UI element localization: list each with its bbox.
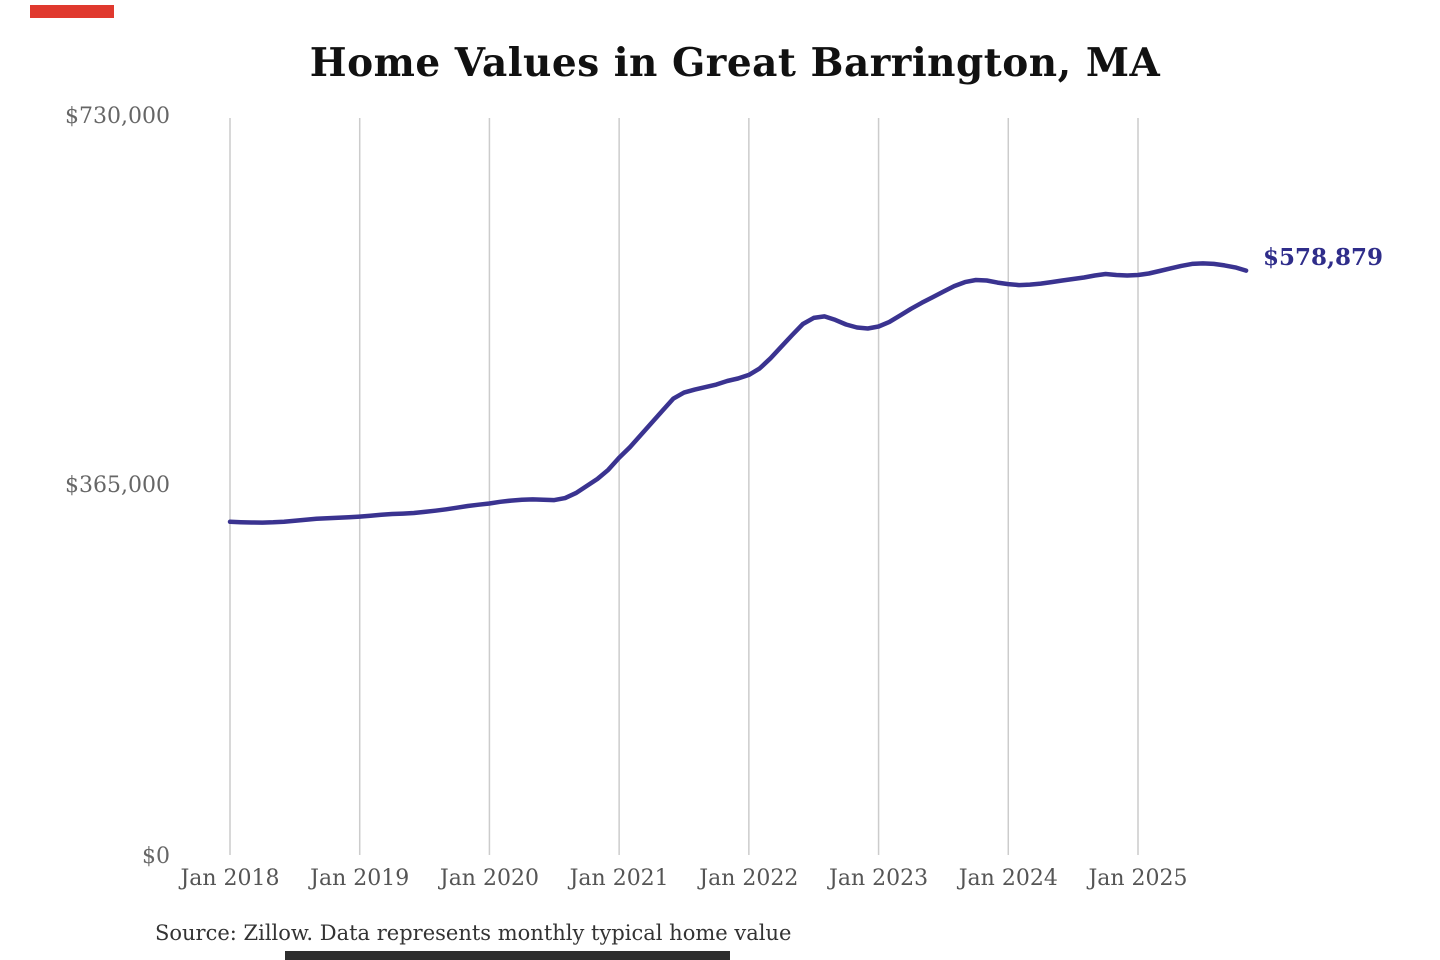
- y-tick-label: $365,000: [65, 473, 170, 498]
- value-line: [227, 261, 1249, 525]
- page-title: Home Values in Great Barrington, MA: [309, 40, 1161, 86]
- x-tick-label: Jan 2021: [569, 866, 669, 891]
- end-value-label: $578,879: [1263, 244, 1384, 271]
- y-tick-label: $730,000: [65, 104, 170, 129]
- x-tick-label: Jan 2020: [439, 866, 539, 891]
- x-tick-label: Jan 2019: [310, 866, 410, 891]
- x-axis: Jan 2018 Jan 2019 Jan 2020 Jan 2021 Jan …: [0, 866, 1440, 896]
- y-axis: $730,000 $365,000 $0: [40, 0, 170, 960]
- x-tick-label: Jan 2023: [829, 866, 929, 891]
- x-tick-label: Jan 2018: [180, 866, 280, 891]
- redaction-bar-bottom: [285, 951, 730, 960]
- x-tick-label: Jan 2024: [958, 866, 1058, 891]
- source-note: Source: Zillow. Data represents monthly …: [155, 921, 792, 945]
- x-tick-label: Jan 2022: [699, 866, 799, 891]
- x-tick-label: Jan 2025: [1088, 866, 1188, 891]
- redaction-bar-top: [30, 5, 114, 18]
- y-tick-label: $0: [142, 844, 170, 869]
